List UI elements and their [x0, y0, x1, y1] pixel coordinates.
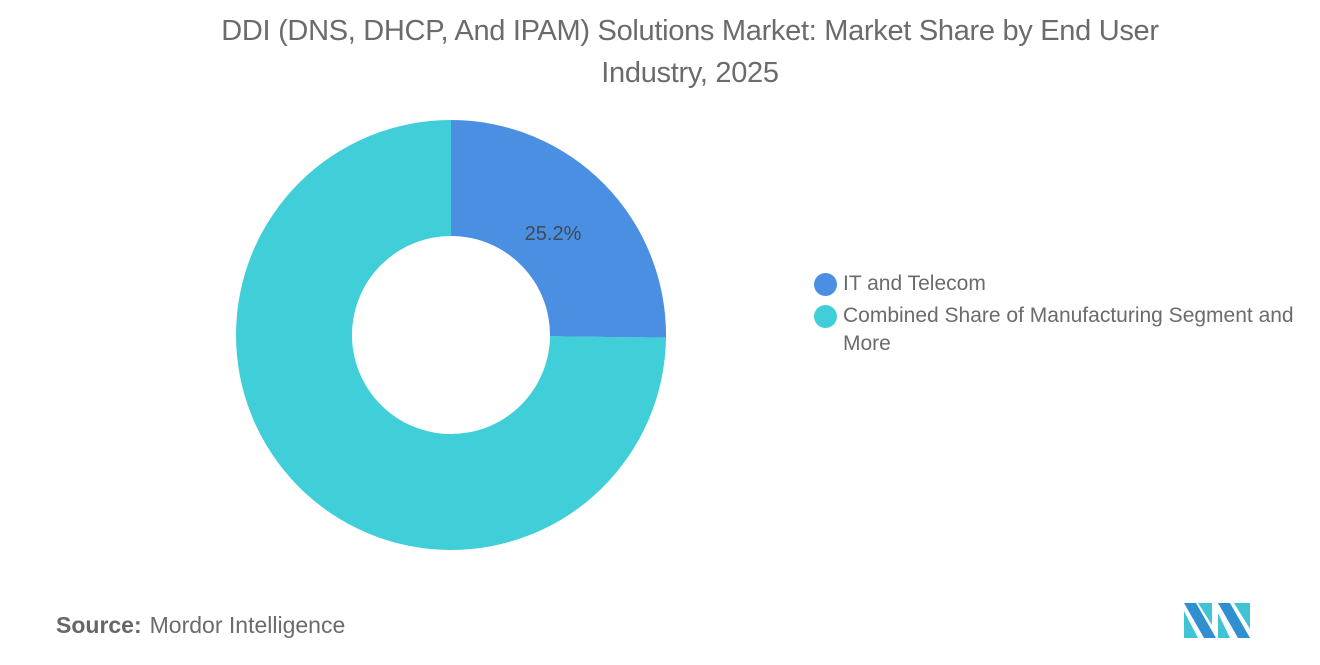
- chart-title: DDI (DNS, DHCP, And IPAM) Solutions Mark…: [160, 10, 1220, 94]
- legend-item-manufacturing-and-more[interactable]: Combined Share of Manufacturing Segment …: [814, 302, 1304, 358]
- slice-label-it-telecom: 25.2%: [525, 223, 582, 245]
- source-label: Source:: [56, 612, 142, 638]
- source-note: Source: Mordor Intelligence: [56, 612, 345, 639]
- mordor-intelligence-logo-icon: [1184, 603, 1250, 638]
- legend-swatch-manufacturing-icon: [814, 305, 837, 328]
- source-value: Mordor Intelligence: [149, 612, 346, 638]
- legend-label: Combined Share of Manufacturing Segment …: [843, 304, 1294, 355]
- donut-slice-manufacturing-and-more[interactable]: [236, 120, 666, 551]
- chart-title-line-1: DDI (DNS, DHCP, And IPAM) Solutions Mark…: [221, 15, 1159, 47]
- legend: IT and Telecom Combined Share of Manufac…: [814, 270, 1304, 362]
- chart-title-line-2: Industry, 2025: [601, 57, 779, 89]
- legend-item-it-telecom[interactable]: IT and Telecom: [814, 270, 1304, 298]
- legend-label: IT and Telecom: [843, 272, 986, 295]
- legend-swatch-it-telecom-icon: [814, 273, 837, 296]
- donut-slices: [236, 120, 666, 551]
- donut-slice-it-telecom[interactable]: [451, 120, 666, 338]
